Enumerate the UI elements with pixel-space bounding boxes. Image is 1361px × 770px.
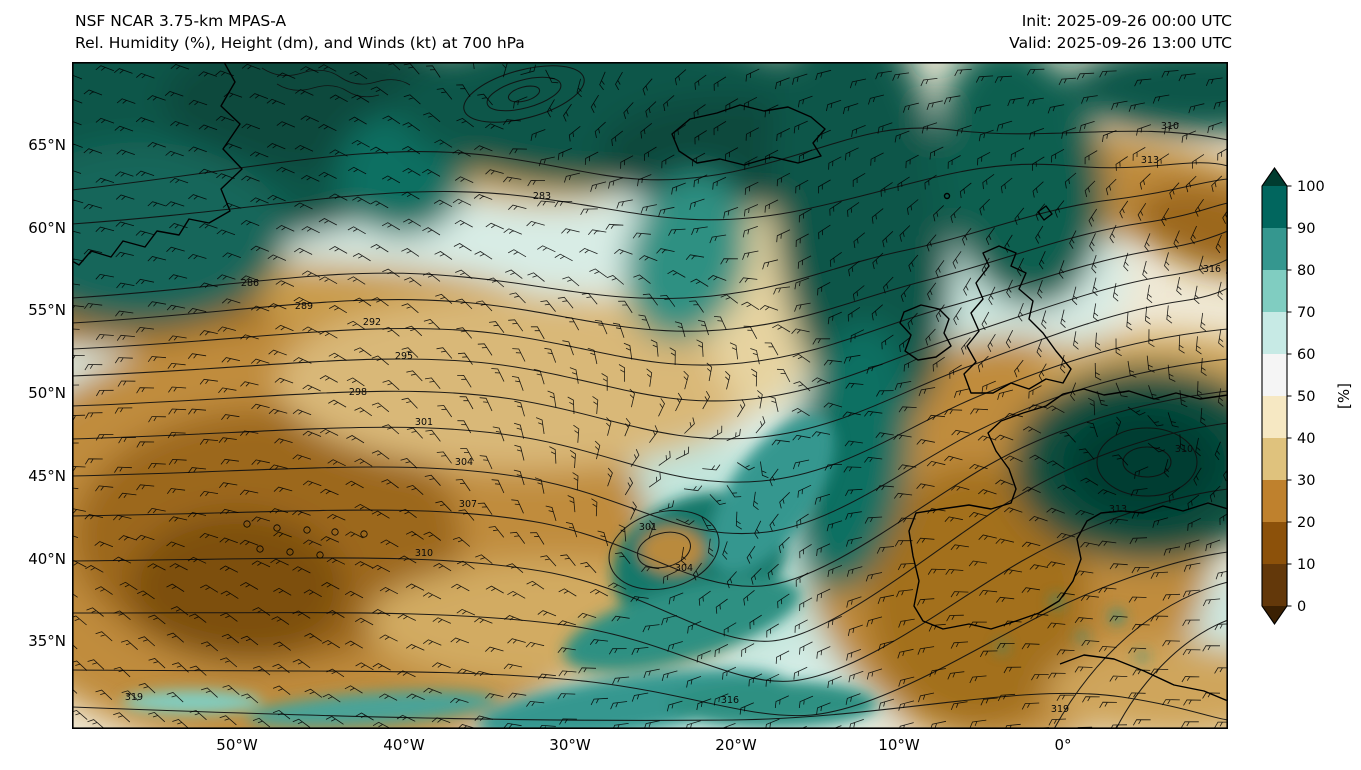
valid-time: Valid: 2025-09-26 13:00 UTC bbox=[1009, 34, 1232, 52]
contour-label: 310 bbox=[1175, 444, 1193, 455]
colorbar-tick-label: 70 bbox=[1297, 305, 1315, 321]
y-tick-label: 65°N bbox=[28, 136, 66, 154]
colorbar-tick-label: 80 bbox=[1297, 263, 1315, 279]
wind-barb-layer bbox=[72, 62, 1228, 729]
y-tick-label: 50°N bbox=[28, 384, 66, 402]
contour-label: 304 bbox=[675, 563, 693, 574]
colorbar-tick-label: 90 bbox=[1297, 221, 1315, 237]
contour-label: 298 bbox=[349, 387, 367, 398]
y-tick-label: 35°N bbox=[28, 632, 66, 650]
contour-label: 307 bbox=[459, 499, 477, 510]
colorbar-tick-label: 50 bbox=[1297, 389, 1315, 405]
contour-label: 286 bbox=[241, 278, 259, 289]
map-frame bbox=[72, 62, 1229, 730]
y-tick-label: 45°N bbox=[28, 467, 66, 485]
plot-subtitle: Rel. Humidity (%), Height (dm), and Wind… bbox=[75, 34, 525, 52]
contour-label: 301 bbox=[415, 417, 433, 428]
contour-label-layer: 283 286 289 292 295 298 301 304 307 310 310 313 313 3… bbox=[125, 121, 1221, 715]
contour-label: 316 bbox=[721, 695, 739, 706]
map-canvas: 283 286 289 292 295 298 301 304 307 310 310 313 313 3… bbox=[72, 62, 1229, 730]
colorbar-extend-high bbox=[1262, 168, 1287, 186]
contour-label: 316 bbox=[1203, 264, 1221, 275]
humidity-detail-layer bbox=[122, 414, 1147, 729]
init-time: Init: 2025-09-26 00:00 UTC bbox=[1021, 12, 1232, 30]
map-plot: 283 286 289 292 295 298 301 304 307 310 310 313 313 3… bbox=[72, 62, 1229, 730]
contour-label: 319 bbox=[125, 692, 143, 703]
colorbar-tick-label: 60 bbox=[1297, 347, 1315, 363]
contour-label: 310 bbox=[1161, 121, 1179, 132]
x-tick-label: 10°W bbox=[878, 736, 920, 754]
contour-label: 283 bbox=[533, 191, 551, 202]
contour-label: 313 bbox=[1109, 504, 1127, 515]
colorbar-unit-label: [%] bbox=[1335, 383, 1353, 409]
contour-label: 289 bbox=[295, 301, 313, 312]
colorbar-tick-label: 100 bbox=[1297, 179, 1325, 195]
colorbar-body bbox=[1262, 186, 1287, 606]
x-tick-label: 20°W bbox=[715, 736, 757, 754]
y-tick-label: 60°N bbox=[28, 219, 66, 237]
contour-label: 295 bbox=[395, 351, 413, 362]
colorbar-tick-label: 30 bbox=[1297, 473, 1315, 489]
x-tick-label: 40°W bbox=[383, 736, 425, 754]
colorbar-tick-label: 10 bbox=[1297, 557, 1315, 573]
colorbar-extend-low bbox=[1262, 606, 1287, 624]
contour-label: 292 bbox=[363, 317, 381, 328]
y-tick-label: 40°N bbox=[28, 550, 66, 568]
contour-label: 313 bbox=[1141, 155, 1159, 166]
calm-wind-circles bbox=[243, 520, 368, 559]
contour-label: 310 bbox=[415, 548, 433, 559]
colorbar-tick-label: 40 bbox=[1297, 431, 1315, 447]
contour-label: 319 bbox=[1051, 704, 1069, 715]
colorbar-tick-label: 20 bbox=[1297, 515, 1315, 531]
x-tick-label: 50°W bbox=[216, 736, 258, 754]
contour-label: 304 bbox=[455, 457, 473, 468]
colorbar-tick-label: 0 bbox=[1297, 599, 1306, 615]
x-tick-label: 0° bbox=[1054, 736, 1072, 754]
plot-title: NSF NCAR 3.75-km MPAS-A bbox=[75, 12, 287, 30]
y-tick-label: 55°N bbox=[28, 301, 66, 319]
x-tick-label: 30°W bbox=[549, 736, 591, 754]
contour-label: 301 bbox=[639, 522, 657, 533]
colorbar-ticks bbox=[1287, 185, 1292, 607]
